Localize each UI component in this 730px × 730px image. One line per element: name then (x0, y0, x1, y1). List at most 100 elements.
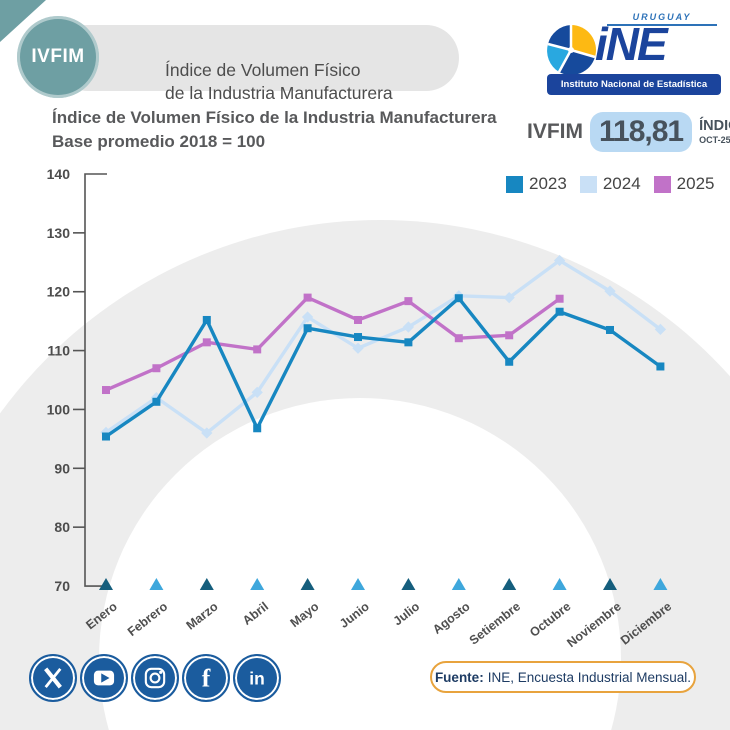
source-note: Fuente: INE, Encuesta Industrial Mensual… (430, 661, 696, 693)
badge-title: Índice de Volumen Físico de la Industria… (165, 59, 393, 105)
data-point-2023 (606, 325, 614, 334)
month-marker-triangle (149, 578, 164, 591)
data-point-2023 (202, 315, 211, 324)
svg-text:in: in (249, 668, 264, 688)
ine-country-label: URUGUAY (607, 12, 717, 26)
current-index: IVFIM 118,81 ÍNDICE OCT-25 (527, 112, 730, 152)
data-point-2025 (404, 297, 413, 306)
badge-pill: Índice de Volumen Físico de la Industria… (55, 25, 459, 103)
svg-text:f: f (202, 663, 211, 692)
data-point-2024 (201, 427, 213, 439)
chart-title-line2: Base promedio 2018 = 100 (52, 132, 266, 151)
month-label: Febrero (125, 599, 171, 639)
month-marker-triangle (300, 578, 315, 591)
y-tick-label: 130 (47, 225, 71, 241)
data-point-2025 (152, 364, 161, 373)
data-point-2024 (654, 323, 667, 336)
month-label: Diciembre (618, 599, 674, 647)
social-links: f in (29, 654, 281, 702)
y-tick-label: 80 (54, 519, 70, 535)
month-marker-triangle (603, 578, 617, 591)
ivfim-logo-text: IVFIM (31, 46, 85, 67)
chart-legend: 2023 2024 2025 (506, 174, 714, 194)
source-text: INE, Encuesta Industrial Mensual. (487, 669, 692, 685)
linkedin-icon[interactable]: in (233, 654, 281, 702)
current-index-caption-text: ÍNDICE (699, 118, 730, 135)
data-point-2024 (301, 311, 314, 323)
ine-subtitle: Instituto Nacional de Estadística (547, 74, 721, 95)
month-label: Setiembre (467, 599, 523, 647)
y-tick-label: 140 (47, 166, 71, 182)
data-point-2024 (604, 285, 616, 297)
ine-logo: URUGUAY iNE Instituto Nacional de Estadí… (545, 8, 721, 98)
legend-item-2024: 2024 (579, 174, 641, 194)
data-point-2024 (553, 254, 566, 267)
legend-label-2024: 2024 (602, 174, 641, 193)
data-point-2025 (555, 294, 564, 303)
month-label: Octubre (527, 599, 573, 640)
data-point-2023 (102, 432, 110, 441)
data-point-2025 (202, 338, 211, 347)
data-point-2023 (303, 324, 312, 333)
current-index-label: IVFIM (527, 120, 583, 143)
data-point-2023 (354, 333, 362, 342)
y-tick-label: 70 (54, 578, 70, 594)
month-marker-triangle (199, 578, 214, 591)
chart-title-line1: Índice de Volumen Físico de la Industria… (52, 108, 497, 127)
youtube-icon[interactable] (80, 654, 128, 702)
y-tick-label: 110 (47, 343, 70, 359)
legend-swatch-2024 (579, 175, 597, 193)
instagram-icon[interactable] (131, 654, 179, 702)
month-marker-triangle (351, 578, 365, 591)
data-point-2023 (404, 338, 413, 347)
y-tick-label: 90 (54, 460, 70, 476)
data-point-2025 (303, 293, 312, 302)
y-tick-label: 120 (47, 284, 71, 300)
badge-title-line1: Índice de Volumen Físico (165, 60, 361, 80)
facebook-icon[interactable]: f (182, 654, 230, 702)
current-index-value-pill: 118,81 (590, 112, 693, 152)
ivfim-logo: IVFIM (17, 16, 99, 98)
data-point-2024 (402, 321, 415, 333)
series-line-2025 (104, 295, 562, 392)
data-point-2023 (505, 357, 514, 366)
month-marker-triangle (250, 578, 265, 591)
month-marker-triangle (502, 578, 517, 591)
legend-label-2025: 2025 (676, 174, 715, 193)
month-marker-triangle (653, 578, 668, 591)
y-tick-label: 100 (47, 401, 71, 417)
current-index-value: 118,81 (599, 115, 684, 148)
legend-item-2025: 2025 (653, 174, 715, 194)
month-label: Junio (337, 599, 372, 631)
month-label: Abril (240, 599, 271, 628)
month-label: Mayo (288, 599, 322, 630)
month-label: Julio (391, 599, 423, 628)
ine-globe-icon (545, 24, 597, 76)
legend-item-2023: 2023 (506, 174, 567, 194)
data-point-2025 (505, 331, 514, 340)
data-point-2023 (454, 294, 463, 303)
data-point-2023 (152, 397, 161, 406)
data-point-2023 (555, 307, 564, 316)
legend-label-2023: 2023 (529, 174, 567, 193)
data-point-2025 (454, 334, 463, 343)
x-icon[interactable] (29, 654, 77, 702)
data-point-2024 (503, 291, 515, 304)
month-marker-triangle (401, 578, 416, 591)
chart-title: Índice de Volumen Físico de la Industria… (52, 106, 497, 154)
badge-title-line2: de la Industria Manufacturera (165, 83, 393, 103)
legend-swatch-2023 (506, 175, 523, 193)
month-label: Noviembre (564, 599, 624, 650)
month-marker-triangle (552, 578, 567, 591)
source-label: Fuente: (434, 669, 484, 685)
legend-swatch-2025 (653, 175, 671, 193)
data-point-2024 (251, 386, 263, 399)
data-point-2025 (253, 345, 262, 354)
current-index-caption: ÍNDICE OCT-25 (699, 119, 730, 145)
data-point-2023 (656, 362, 665, 371)
month-marker-triangle (451, 578, 466, 591)
data-point-2025 (354, 315, 362, 324)
month-label: Enero (83, 599, 120, 632)
